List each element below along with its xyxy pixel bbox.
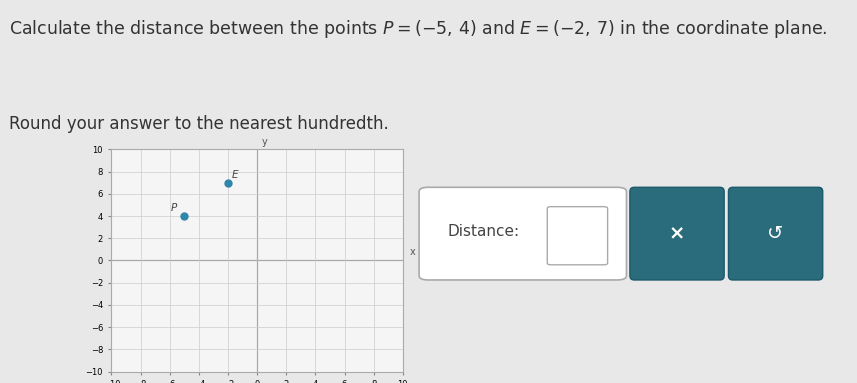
Text: x: x <box>411 247 416 257</box>
FancyBboxPatch shape <box>548 207 608 265</box>
Text: y: y <box>262 137 268 147</box>
Text: Round your answer to the nearest hundredth.: Round your answer to the nearest hundred… <box>9 115 388 133</box>
Text: $E$: $E$ <box>231 169 239 180</box>
FancyBboxPatch shape <box>728 187 823 280</box>
FancyBboxPatch shape <box>630 187 724 280</box>
Text: Calculate the distance between the points $P=(-5,\,4)$ and $E=(-2,\,7)$ in the c: Calculate the distance between the point… <box>9 18 827 40</box>
FancyBboxPatch shape <box>419 187 626 280</box>
Text: ×: × <box>668 224 686 243</box>
Text: ↺: ↺ <box>767 224 784 243</box>
Text: Distance:: Distance: <box>447 224 519 239</box>
Text: $P$: $P$ <box>171 201 178 213</box>
